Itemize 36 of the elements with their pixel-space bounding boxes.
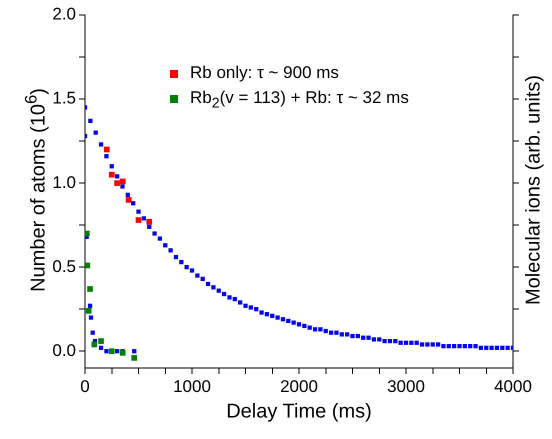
y-tick-label: 1.5 (52, 88, 76, 108)
point (91, 342, 98, 348)
x-tick-label: 2000 (280, 376, 318, 396)
point (136, 217, 142, 223)
point (98, 338, 104, 344)
point (132, 349, 136, 354)
y-tick-label: 0.5 (52, 256, 76, 276)
y-tick-label: 0.0 (52, 340, 76, 360)
point (104, 146, 110, 152)
point (104, 349, 109, 354)
x-tick-label: 0 (80, 376, 90, 396)
point (108, 172, 115, 178)
legend-label: Rb only: τ ~ 900 ms (190, 63, 339, 82)
x-tick-label: 1000 (173, 376, 211, 396)
point (146, 218, 152, 225)
y-tick-label: 1.0 (52, 172, 76, 192)
point (114, 180, 120, 186)
point (90, 330, 95, 335)
point (120, 178, 126, 184)
point (86, 308, 92, 314)
point (88, 304, 92, 308)
point (87, 286, 93, 292)
point (131, 355, 138, 361)
point (98, 346, 104, 350)
point (126, 197, 132, 203)
point (85, 230, 90, 236)
point (120, 350, 126, 356)
point (108, 348, 115, 354)
x-tick-label: 3000 (387, 376, 425, 396)
y2-axis-title: Molecular ions (arb. units) (522, 74, 546, 306)
x-tick-label: 4000 (494, 376, 532, 396)
x-axis-title: Delay Time (ms) (226, 400, 372, 424)
point (85, 262, 90, 268)
legend-label: Rb$_{2}$(v = 113) + Rb: τ ~ 32 ms (190, 88, 409, 112)
y-tick-label: 2.0 (52, 4, 76, 24)
point (114, 349, 120, 354)
